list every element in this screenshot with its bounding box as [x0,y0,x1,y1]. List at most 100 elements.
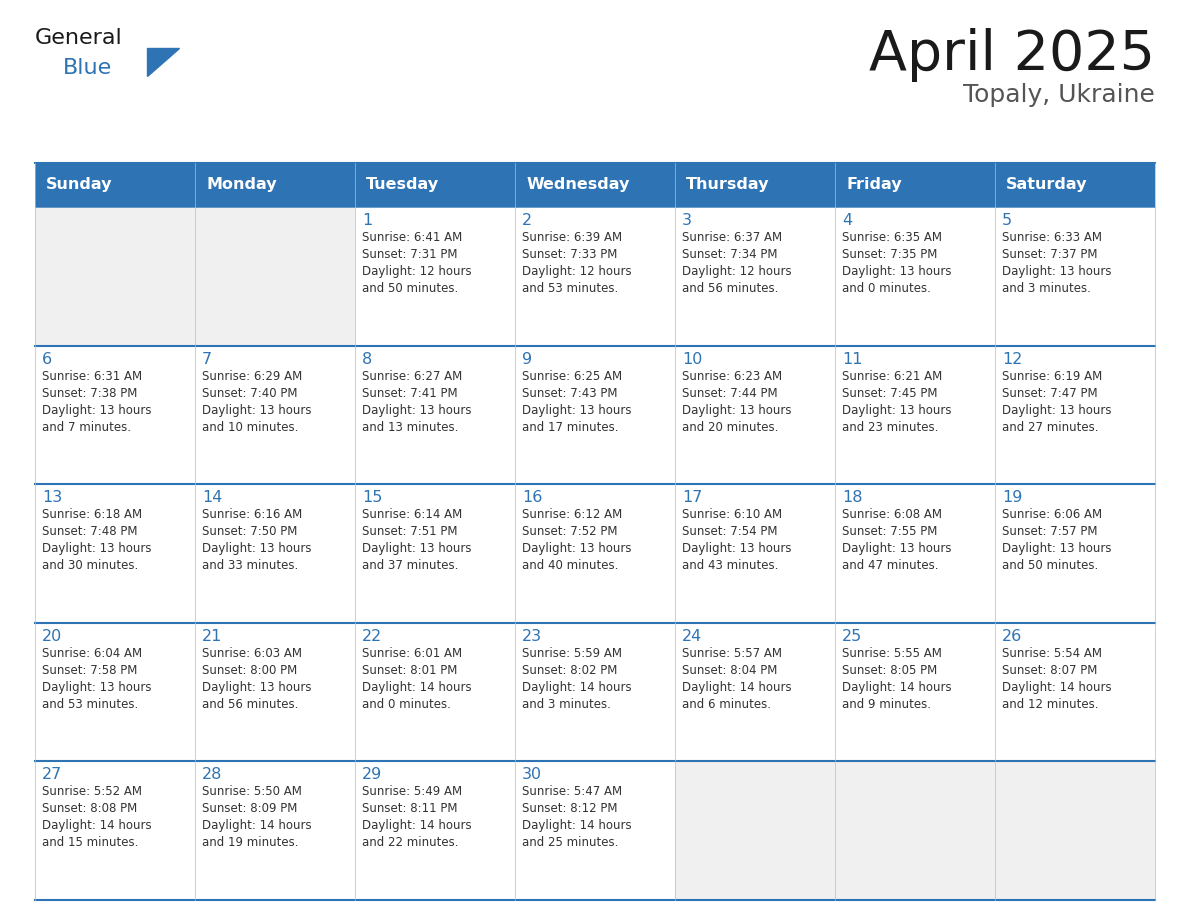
Text: 9: 9 [522,352,532,366]
Text: Sunrise: 6:18 AM: Sunrise: 6:18 AM [42,509,143,521]
Text: Sunset: 8:02 PM: Sunset: 8:02 PM [522,664,618,677]
Text: Sunset: 7:43 PM: Sunset: 7:43 PM [522,386,618,399]
Text: Sunset: 7:45 PM: Sunset: 7:45 PM [842,386,937,399]
Text: 28: 28 [202,767,222,782]
Text: Daylight: 14 hours: Daylight: 14 hours [522,681,632,694]
FancyBboxPatch shape [516,622,675,761]
Text: 30: 30 [522,767,542,782]
Text: Sunday: Sunday [46,177,113,193]
Text: and 30 minutes.: and 30 minutes. [42,559,138,572]
Text: Monday: Monday [207,177,277,193]
Text: Thursday: Thursday [687,177,770,193]
Text: Sunset: 8:12 PM: Sunset: 8:12 PM [522,802,618,815]
Text: and 43 minutes.: and 43 minutes. [682,559,778,572]
Text: Daylight: 13 hours: Daylight: 13 hours [1001,543,1112,555]
FancyBboxPatch shape [195,484,355,622]
Text: Sunset: 8:08 PM: Sunset: 8:08 PM [42,802,138,815]
Text: Daylight: 13 hours: Daylight: 13 hours [842,404,952,417]
Text: 20: 20 [42,629,62,644]
Text: Sunset: 8:07 PM: Sunset: 8:07 PM [1001,664,1098,677]
Text: Sunset: 7:52 PM: Sunset: 7:52 PM [522,525,618,538]
Text: Sunset: 7:40 PM: Sunset: 7:40 PM [202,386,297,399]
Text: and 23 minutes.: and 23 minutes. [842,420,939,433]
Text: Sunrise: 6:10 AM: Sunrise: 6:10 AM [682,509,782,521]
Text: Sunrise: 6:21 AM: Sunrise: 6:21 AM [842,370,942,383]
FancyBboxPatch shape [675,622,835,761]
Text: Sunrise: 6:41 AM: Sunrise: 6:41 AM [362,231,462,244]
Text: Sunset: 7:44 PM: Sunset: 7:44 PM [682,386,778,399]
Text: and 3 minutes.: and 3 minutes. [522,698,611,711]
Text: and 20 minutes.: and 20 minutes. [682,420,778,433]
Polygon shape [147,48,179,76]
Text: 16: 16 [522,490,543,505]
FancyBboxPatch shape [34,761,195,900]
Text: and 0 minutes.: and 0 minutes. [362,698,451,711]
FancyBboxPatch shape [835,345,996,484]
Text: Sunrise: 6:35 AM: Sunrise: 6:35 AM [842,231,942,244]
Text: Daylight: 14 hours: Daylight: 14 hours [362,681,472,694]
Text: Daylight: 13 hours: Daylight: 13 hours [362,404,472,417]
Text: Sunset: 7:55 PM: Sunset: 7:55 PM [842,525,937,538]
FancyBboxPatch shape [996,207,1155,345]
Text: and 50 minutes.: and 50 minutes. [1001,559,1098,572]
FancyBboxPatch shape [835,761,996,900]
FancyBboxPatch shape [355,207,516,345]
Text: and 37 minutes.: and 37 minutes. [362,559,459,572]
Text: Sunrise: 6:25 AM: Sunrise: 6:25 AM [522,370,623,383]
Text: Sunset: 7:41 PM: Sunset: 7:41 PM [362,386,457,399]
Text: 22: 22 [362,629,383,644]
Text: 6: 6 [42,352,52,366]
FancyBboxPatch shape [195,207,355,345]
Text: Sunrise: 6:31 AM: Sunrise: 6:31 AM [42,370,143,383]
Text: Sunrise: 5:50 AM: Sunrise: 5:50 AM [202,786,302,799]
Text: and 13 minutes.: and 13 minutes. [362,420,459,433]
FancyBboxPatch shape [195,163,355,207]
Text: Sunrise: 6:12 AM: Sunrise: 6:12 AM [522,509,623,521]
FancyBboxPatch shape [34,163,195,207]
Text: Sunrise: 6:01 AM: Sunrise: 6:01 AM [362,647,462,660]
Text: Sunrise: 5:49 AM: Sunrise: 5:49 AM [362,786,462,799]
FancyBboxPatch shape [675,484,835,622]
Text: Sunrise: 6:19 AM: Sunrise: 6:19 AM [1001,370,1102,383]
Text: 11: 11 [842,352,862,366]
Text: Daylight: 13 hours: Daylight: 13 hours [842,265,952,278]
FancyBboxPatch shape [34,207,195,345]
Text: Daylight: 13 hours: Daylight: 13 hours [1001,265,1112,278]
Text: Sunrise: 6:03 AM: Sunrise: 6:03 AM [202,647,302,660]
Text: and 15 minutes.: and 15 minutes. [42,836,138,849]
Text: and 10 minutes.: and 10 minutes. [202,420,298,433]
FancyBboxPatch shape [355,761,516,900]
Text: Daylight: 13 hours: Daylight: 13 hours [202,543,311,555]
Text: April 2025: April 2025 [868,28,1155,82]
Text: Daylight: 13 hours: Daylight: 13 hours [842,543,952,555]
FancyBboxPatch shape [34,622,195,761]
FancyBboxPatch shape [355,345,516,484]
Text: Blue: Blue [63,58,112,78]
Text: Daylight: 14 hours: Daylight: 14 hours [842,681,952,694]
Text: 10: 10 [682,352,702,366]
Text: and 53 minutes.: and 53 minutes. [42,698,138,711]
Text: Sunset: 7:47 PM: Sunset: 7:47 PM [1001,386,1098,399]
Text: Daylight: 12 hours: Daylight: 12 hours [362,265,472,278]
Text: Daylight: 14 hours: Daylight: 14 hours [362,820,472,833]
FancyBboxPatch shape [996,345,1155,484]
Text: and 9 minutes.: and 9 minutes. [842,698,931,711]
Text: 8: 8 [362,352,372,366]
Text: and 17 minutes.: and 17 minutes. [522,420,619,433]
Text: and 19 minutes.: and 19 minutes. [202,836,298,849]
Text: Sunrise: 5:54 AM: Sunrise: 5:54 AM [1001,647,1102,660]
FancyBboxPatch shape [996,163,1155,207]
Text: Daylight: 13 hours: Daylight: 13 hours [522,404,632,417]
Text: Sunset: 7:58 PM: Sunset: 7:58 PM [42,664,138,677]
Text: Wednesday: Wednesday [526,177,630,193]
Text: 13: 13 [42,490,62,505]
Text: and 47 minutes.: and 47 minutes. [842,559,939,572]
Text: Daylight: 14 hours: Daylight: 14 hours [522,820,632,833]
FancyBboxPatch shape [195,761,355,900]
Text: 14: 14 [202,490,222,505]
FancyBboxPatch shape [835,207,996,345]
Text: Sunrise: 5:59 AM: Sunrise: 5:59 AM [522,647,623,660]
FancyBboxPatch shape [355,484,516,622]
FancyBboxPatch shape [675,345,835,484]
Text: Sunset: 7:57 PM: Sunset: 7:57 PM [1001,525,1098,538]
